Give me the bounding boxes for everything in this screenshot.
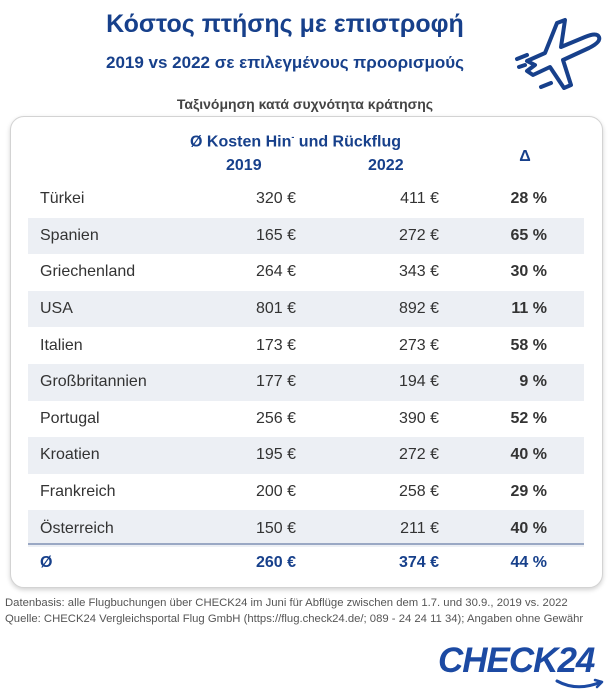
cost-2022-cell: 273 €	[398, 336, 439, 354]
cost-2022-cell: 343 €	[398, 263, 439, 281]
average-delta: 44 %	[510, 554, 547, 571]
country-cell: Österreich	[40, 519, 114, 537]
column-heading-2019: 2019	[226, 157, 262, 174]
cost-2022-cell: 411 €	[400, 190, 439, 208]
table-row: Frankreich 200 € 258 € 29 %	[28, 474, 584, 511]
table-body: Türkei 320 € 411 € 28 % Spanien 165 € 272 € 65 …	[28, 181, 584, 547]
delta-cell: 40 %	[510, 446, 547, 464]
country-cell: Türkei	[40, 190, 85, 208]
airplane-icon	[515, 18, 602, 90]
cost-2019-cell: 320 €	[255, 190, 296, 208]
cost-2022-cell: 390 €	[398, 409, 439, 427]
average-2022: 374 €	[398, 554, 439, 571]
cost-2022-cell: 272 €	[398, 446, 439, 464]
cost-2022-cell: 211 €	[400, 519, 439, 537]
delta-cell: 9 %	[519, 373, 547, 391]
delta-cell: 40 %	[510, 519, 547, 537]
country-cell: USA	[40, 300, 73, 318]
delta-cell: 52 %	[510, 409, 547, 427]
delta-cell: 11 %	[511, 300, 547, 318]
table-row: Griechenland 264 € 343 € 30 %	[28, 254, 584, 291]
delta-cell: 28 %	[510, 190, 547, 208]
logo-swoosh-icon	[555, 678, 604, 689]
country-cell: Portugal	[40, 409, 100, 427]
page-title: Κόστος πτήσης με επιστροφή	[106, 10, 464, 38]
footnote-source: Quelle: CHECK24 Vergleichsportal Flug Gm…	[5, 613, 584, 625]
country-cell: Spanien	[40, 226, 99, 244]
cost-2019-cell: 801 €	[255, 300, 296, 318]
cost-2019-cell: 200 €	[255, 483, 296, 501]
column-heading-2022: 2022	[368, 157, 404, 174]
cost-2019-cell: 256 €	[255, 409, 296, 427]
table-row: Portugal 256 € 390 € 52 %	[28, 401, 584, 438]
cost-2019-cell: 264 €	[255, 263, 296, 281]
country-cell: Italien	[40, 336, 83, 354]
sort-note: Ταξινόμηση κατά συχνότητα κράτησης	[176, 96, 434, 112]
table-row: Türkei 320 € 411 € 28 %	[28, 181, 584, 218]
cost-2019-cell: 195 €	[255, 446, 296, 464]
cost-2022-cell: 258 €	[398, 483, 439, 501]
cost-2019-cell: 165 €	[255, 226, 296, 244]
average-row: Ø 260 € 374 € 44 %	[28, 543, 584, 581]
cost-2022-cell: 892 €	[398, 300, 439, 318]
cost-2019-cell: 150 €	[255, 519, 296, 537]
table-row: Kroatien 195 € 272 € 40 %	[28, 437, 584, 474]
cost-2019-cell: 173 €	[255, 336, 296, 354]
table-row: Spanien 165 € 272 € 65 %	[28, 217, 584, 255]
cost-2019-cell: 177 €	[255, 373, 296, 391]
table-card	[10, 116, 603, 588]
column-heading-delta: Δ	[519, 148, 531, 165]
table-row: USA 801 € 892 € 11 %	[28, 290, 584, 328]
average-2019: 260 €	[255, 554, 296, 571]
country-cell: Griechenland	[40, 263, 136, 281]
country-cell: Frankreich	[40, 483, 116, 501]
check24-logo: CHECK24	[438, 641, 595, 680]
table-row: Italien 173 € 273 € 58 %	[28, 327, 584, 364]
cost-2022-cell: 194 €	[398, 373, 439, 391]
delta-cell: 65 %	[510, 226, 547, 244]
cost-2022-cell: 272 €	[398, 226, 439, 244]
table-row: Großbritannien 177 € 194 € 9 %	[28, 363, 584, 401]
delta-cell: 30 %	[510, 263, 547, 281]
table-row: Österreich 150 € 211 € 40 %	[28, 510, 584, 547]
delta-cell: 29 %	[510, 483, 547, 501]
delta-cell: 58 %	[510, 336, 547, 354]
country-cell: Großbritannien	[40, 373, 147, 391]
footnote-data-basis: Datenbasis: alle Flugbuchungen über CHEC…	[5, 597, 568, 609]
country-cell: Kroatien	[40, 446, 100, 464]
column-heading-cost: Ø Kosten Hin- und Rückflug	[190, 132, 401, 151]
page-subtitle: 2019 vs 2022 σε επιλεγμένους προορισμούς	[106, 53, 464, 72]
average-label: Ø	[40, 554, 53, 571]
